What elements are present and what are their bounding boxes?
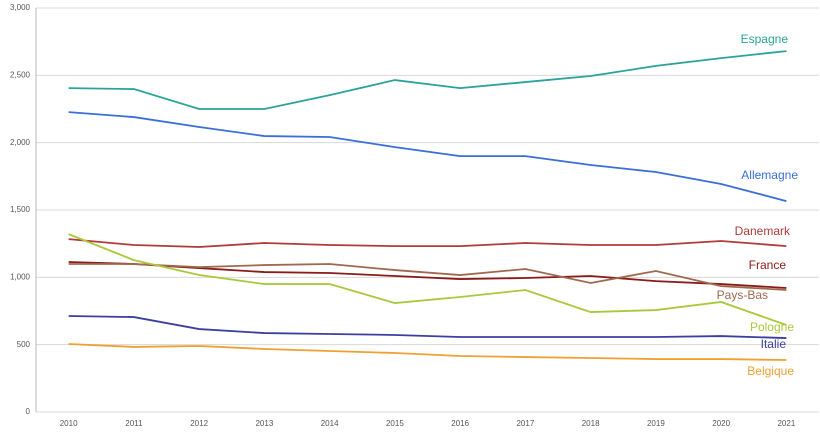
series-line	[68, 343, 787, 361]
x-tick-label: 2013	[255, 419, 273, 428]
y-tick-label: 1,000	[10, 272, 31, 281]
y-tick-label: 0	[26, 407, 31, 416]
x-tick-label: 2012	[190, 419, 208, 428]
x-tick-label: 2017	[516, 419, 534, 428]
series-label: Belgique	[747, 364, 794, 378]
x-tick-label: 2010	[60, 419, 78, 428]
x-tick-label: 2011	[125, 419, 143, 428]
x-tick-label: 2019	[647, 419, 665, 428]
series-line	[68, 315, 787, 339]
series-line	[68, 233, 787, 326]
x-tick-label: 2016	[451, 419, 469, 428]
series-line	[68, 50, 787, 110]
series-line	[68, 238, 787, 248]
y-tick-label: 2,000	[10, 138, 31, 147]
x-tick-label: 2015	[386, 419, 404, 428]
series-label: France	[749, 258, 787, 272]
series-label: Pologne	[750, 320, 794, 334]
series-label: Espagne	[741, 32, 789, 46]
series-label: Italie	[761, 337, 787, 351]
series-line	[68, 263, 787, 291]
series-label: Pays-Bas	[717, 288, 768, 302]
x-tick-label: 2014	[321, 419, 339, 428]
y-tick-label: 2,500	[10, 70, 31, 79]
x-tick-label: 2021	[777, 419, 795, 428]
series-line	[68, 111, 787, 202]
x-tick-label: 2020	[712, 419, 730, 428]
x-tick-label: 2018	[582, 419, 600, 428]
series-label: Allemagne	[741, 168, 798, 182]
y-tick-label: 3,000	[10, 3, 31, 12]
y-tick-label: 1,500	[10, 205, 31, 214]
y-tick-label: 500	[17, 340, 31, 349]
series-label: Danemark	[735, 224, 791, 238]
